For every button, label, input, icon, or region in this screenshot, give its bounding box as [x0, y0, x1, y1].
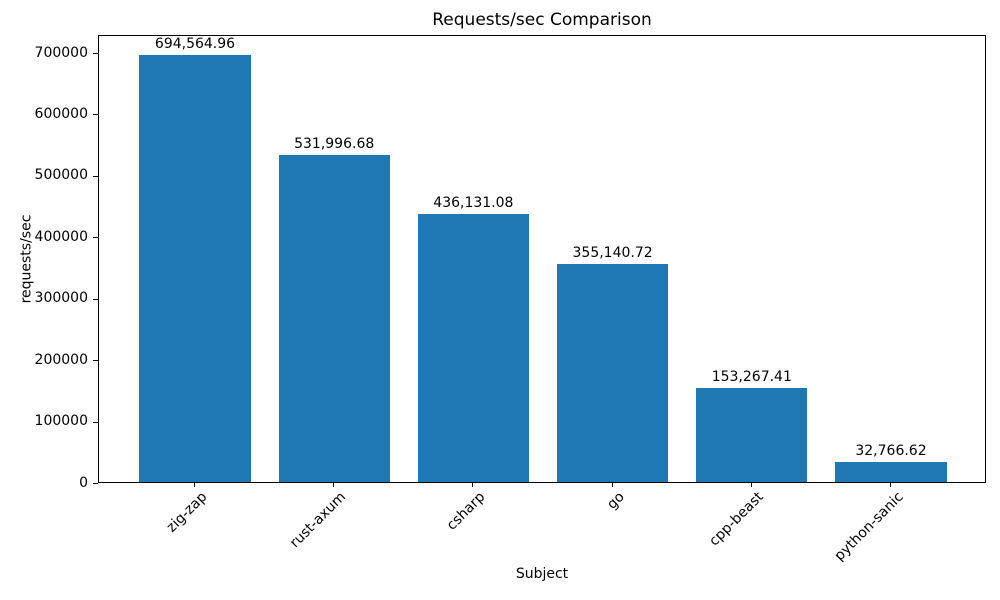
- y-tick-label: 300000: [34, 290, 88, 307]
- y-tick-label: 600000: [34, 105, 88, 122]
- y-tick-label: 0: [79, 474, 88, 491]
- bar: [278, 155, 390, 482]
- bar-value-label: 694,564.96: [154, 36, 236, 53]
- x-tick-label: rust-axum: [287, 489, 350, 552]
- plot-area: 694,564.96 531,996.68 436,131.08 355,140.72…: [98, 35, 986, 483]
- x-tick-label: cpp-beast: [706, 489, 768, 550]
- y-axis-label: requests/sec: [18, 214, 35, 304]
- bar-value-label: 153,267.41: [711, 368, 792, 385]
- y-tick-mark: [93, 483, 98, 484]
- y-tick-mark: [93, 421, 98, 423]
- y-tick-mark: [93, 175, 98, 177]
- x-tick-label: zig-zap: [163, 489, 211, 536]
- x-tick-label: csharp: [444, 489, 489, 534]
- y-tick-mark: [93, 298, 98, 300]
- y-tick-mark: [93, 360, 98, 362]
- y-tick-mark: [93, 237, 98, 239]
- bar-value-label: 436,131.08: [433, 195, 514, 212]
- x-tick-mark: [194, 482, 195, 487]
- y-tick-label: 400000: [34, 228, 88, 245]
- bar: [556, 263, 669, 482]
- x-tick-mark: [750, 482, 752, 487]
- x-tick-mark: [611, 482, 613, 487]
- y-tick-label: 100000: [34, 413, 88, 430]
- y-tick-label: 200000: [34, 351, 88, 368]
- bar: [417, 214, 529, 482]
- x-tick-label: python-sanic: [831, 489, 907, 565]
- bar-value-label: 531,996.68: [294, 136, 375, 153]
- chart-title: Requests/sec Comparison: [432, 10, 652, 30]
- x-tick-mark: [472, 482, 474, 487]
- y-tick-label: 500000: [34, 167, 88, 184]
- x-tick-label: go: [604, 489, 628, 513]
- y-tick-mark: [93, 114, 98, 116]
- bar: [696, 387, 808, 482]
- y-tick-mark: [93, 53, 98, 54]
- x-tick-mark: [333, 482, 335, 487]
- x-axis-label: Subject: [515, 566, 569, 582]
- bar: [835, 461, 947, 482]
- bar-value-label: 32,766.62: [855, 442, 927, 459]
- y-tick-label: 700000: [34, 44, 88, 61]
- bar: [139, 55, 251, 482]
- x-tick-mark: [890, 482, 891, 487]
- bar-value-label: 355,140.72: [572, 244, 653, 261]
